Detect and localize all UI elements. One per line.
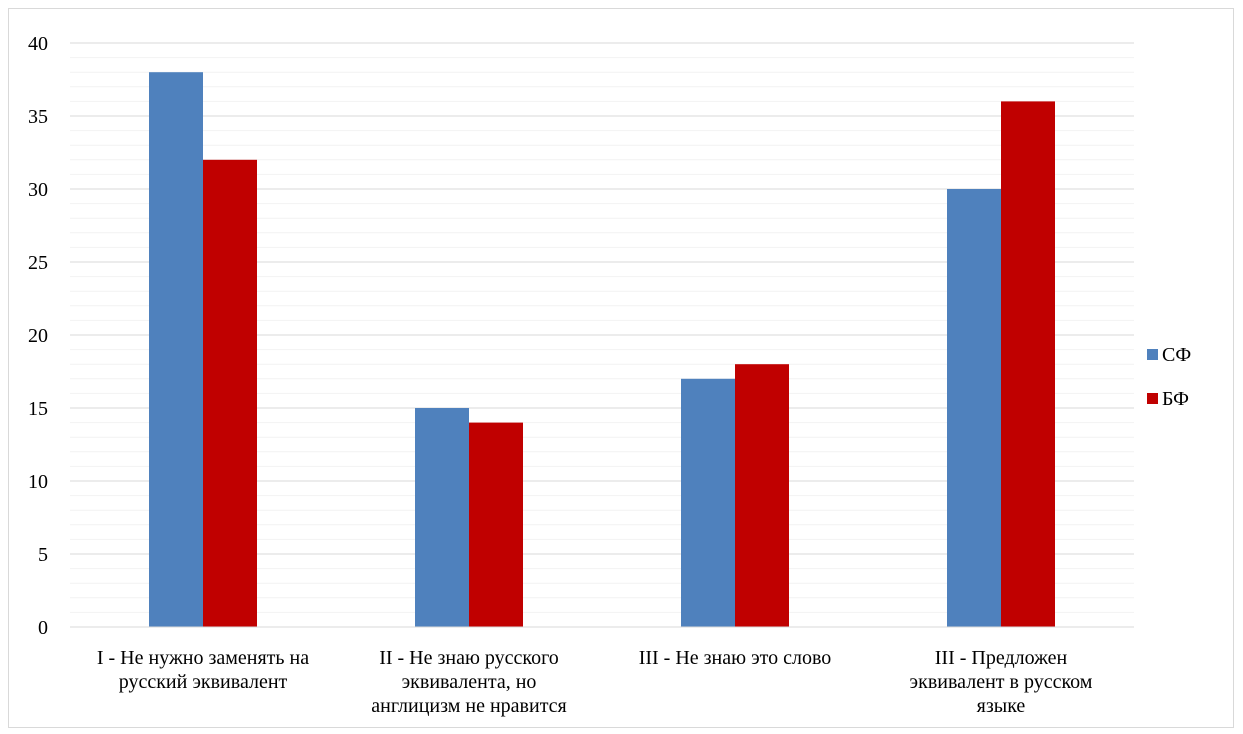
x-category-label-line: III - Не знаю это слово: [639, 647, 832, 669]
x-category-label-line: I - Не нужно заменять на: [97, 647, 309, 669]
bar-СФ-2: [415, 408, 469, 627]
legend-swatch-СФ: [1147, 349, 1158, 360]
legend-swatch-БФ: [1147, 393, 1158, 404]
y-tick-label: 35: [28, 106, 48, 128]
bar-БФ-4: [1001, 101, 1055, 627]
y-tick-label: 30: [28, 179, 48, 201]
bar-БФ-3: [735, 364, 789, 627]
x-category-label-line: англицизм не нравится: [371, 695, 567, 717]
bars: [149, 72, 1055, 628]
y-tick-label: 5: [38, 544, 48, 566]
x-category-label-line: русский эквивалент: [119, 671, 288, 693]
bar-БФ-2: [469, 422, 523, 627]
bar-БФ-1: [203, 159, 257, 628]
legend-label-СФ: СФ: [1162, 344, 1191, 366]
bar-СФ-1: [149, 72, 203, 627]
x-category-label: II - Не знаю русского эквивалента, но англ…: [371, 647, 567, 717]
x-category-label-line: III - Предложен: [935, 647, 1068, 669]
bar-СФ-3: [681, 378, 735, 627]
y-tick-label: 25: [28, 252, 48, 274]
legend-label-БФ: БФ: [1162, 388, 1189, 410]
x-category-label: III - Предложен эквивалент в русском языке: [910, 647, 1093, 717]
y-tick-label: 15: [28, 398, 48, 420]
y-tick-label: 0: [38, 617, 48, 639]
y-tick-label: 10: [28, 471, 48, 493]
y-tick-label: 40: [28, 33, 48, 55]
y-tick-label: 20: [28, 325, 48, 347]
x-category-label-line: II - Не знаю русского: [379, 647, 559, 669]
bar-СФ-4: [947, 189, 1001, 627]
x-category-label: III - Не знаю это слово: [639, 647, 832, 669]
x-axis-category-labels: I - Не нужно заменять на русский эквивале…: [97, 647, 1093, 717]
x-category-label-line: эквивалента, но: [402, 671, 537, 693]
x-category-label-line: эквивалент в русском: [910, 671, 1093, 693]
y-axis-tick-labels: 0 5 10 15 20 25 30 35 40: [28, 33, 48, 639]
legend: СФ БФ: [1147, 344, 1191, 410]
x-category-label-line: языке: [977, 695, 1026, 717]
x-category-label: I - Не нужно заменять на русский эквивале…: [97, 647, 309, 693]
